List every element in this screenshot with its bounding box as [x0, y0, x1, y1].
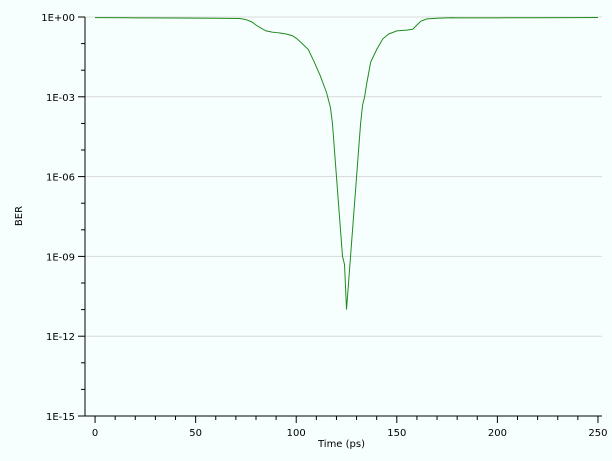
y-tick-label: 1E-12 [46, 332, 75, 343]
x-axis-label: Time (ps) [317, 439, 365, 450]
grid-lines [85, 16, 602, 337]
tick-marks [78, 16, 599, 423]
y-tick-label: 1E-03 [46, 93, 75, 104]
y-tick-label: 1E-15 [46, 412, 75, 423]
y-tick-label: 1E-09 [46, 252, 75, 263]
x-tick-label: 50 [189, 428, 202, 439]
x-tick-label: 100 [287, 428, 306, 439]
x-tick-label: 250 [588, 428, 607, 439]
axes [84, 17, 602, 417]
y-axis-label: BER [14, 206, 25, 226]
y-tick-label: 1E+00 [41, 13, 75, 24]
tick-labels: 1E-15 1E-12 1E-09 1E-06 1E-03 1E+00 0 50 100 150 2… [41, 13, 607, 439]
y-tick-label: 1E-06 [46, 173, 75, 184]
x-tick-label: 200 [488, 428, 507, 439]
ber-series-line [95, 16, 598, 310]
x-tick-label: 150 [387, 428, 406, 439]
x-tick-label: 0 [92, 428, 98, 439]
